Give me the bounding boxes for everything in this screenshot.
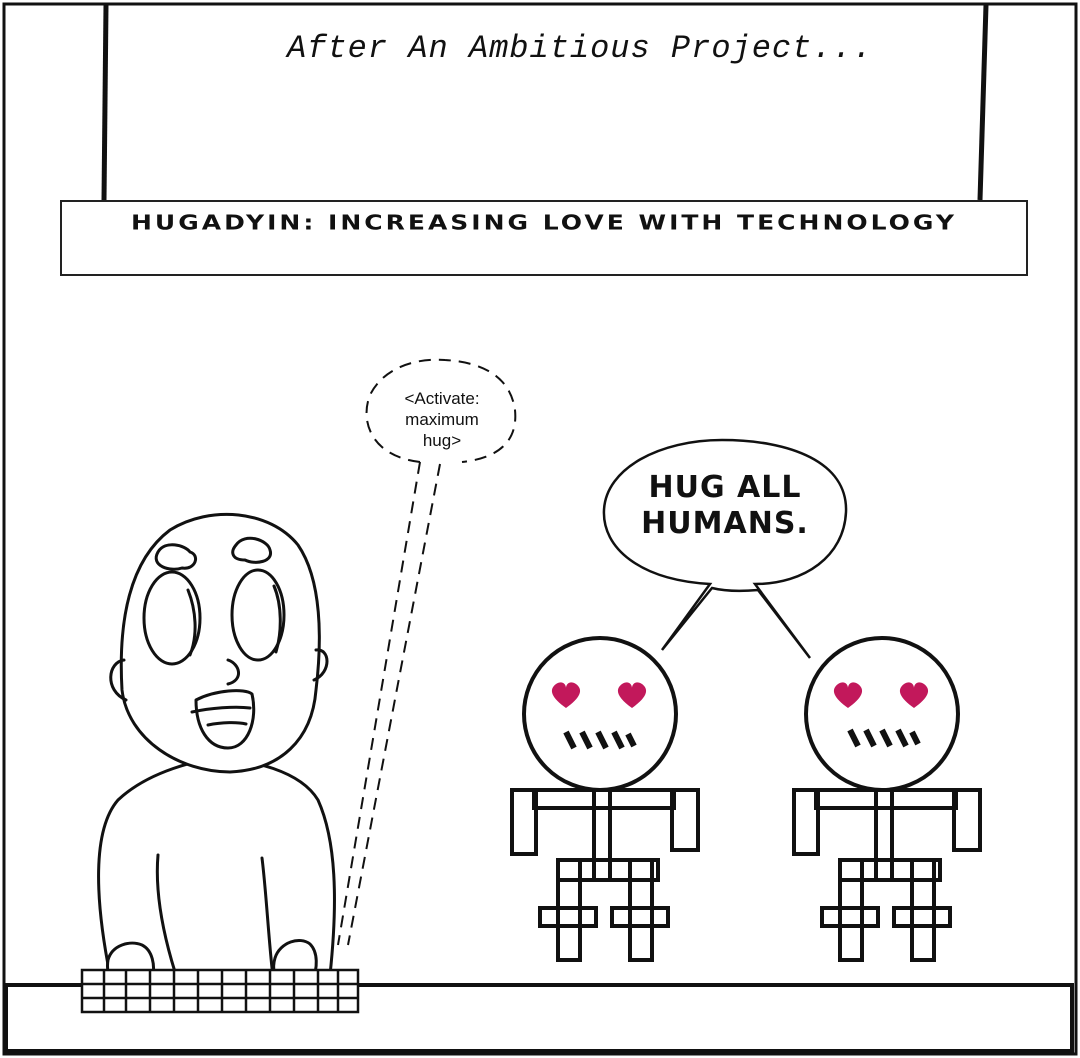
robot-left-spine [592,788,612,882]
robot-right-head [804,636,960,792]
command-bubble-text: <Activate: maximum hug> [372,388,512,451]
heart-eye-right-icon [899,682,929,708]
command-line: hug> [422,431,462,450]
robot-line: HUMANS. [641,506,809,541]
hanging-banner: HUGADYIN: INCREASING LOVE WITH TECHNOLOG… [60,200,1028,276]
robot-left-shoulders [532,788,676,810]
human-character [97,512,336,987]
lip-upper-icon [190,705,252,714]
human-head [119,512,321,774]
robot-line: HUG ALL [648,470,802,505]
robot-right-arm-r [952,788,982,852]
heart-eye-right-icon [617,682,647,708]
keyboard [80,968,360,1014]
eyebrow-right-icon [231,536,272,564]
human-ear-left [109,658,128,702]
banner-rod-right [977,4,989,201]
robot-right-mouth-icon [847,728,921,748]
robot-left-arm-l [510,788,538,856]
nose-icon [226,658,240,686]
robot-left-arm-r [670,788,700,852]
eye-left-icon [142,570,202,666]
heart-eye-left-icon [551,682,581,708]
pupil-right-icon [272,584,282,654]
robot-right-spine [874,788,894,882]
robot-left [510,636,700,962]
robot-right-arm-l [792,788,820,856]
human-arm-left [155,853,177,974]
eyebrow-left-icon [154,543,198,571]
command-line: maximum [405,410,479,429]
banner-rod-left [101,4,109,201]
mouth-icon [194,689,256,750]
heart-eye-left-icon [833,682,863,708]
command-speech-bubble [337,358,517,946]
panel-caption: After An Ambitious Project... [287,30,873,67]
pupil-left-icon [186,588,197,657]
command-line: <Activate: [404,389,480,408]
robot-right-shoulders [814,788,958,810]
robot-speech-bubble [602,438,848,659]
robot-bubble-text: HUG ALL HUMANS. [610,470,840,542]
banner-title: HUGADYIN: INCREASING LOVE WITH TECHNOLOG… [130,210,957,235]
eye-right-icon [230,568,286,662]
robot-left-mouth-icon [563,730,637,750]
human-arm-right [260,856,274,970]
robot-left-head [522,636,678,792]
robot-right [792,636,982,962]
lip-lower-icon [206,721,248,727]
human-ear-right [312,648,329,682]
